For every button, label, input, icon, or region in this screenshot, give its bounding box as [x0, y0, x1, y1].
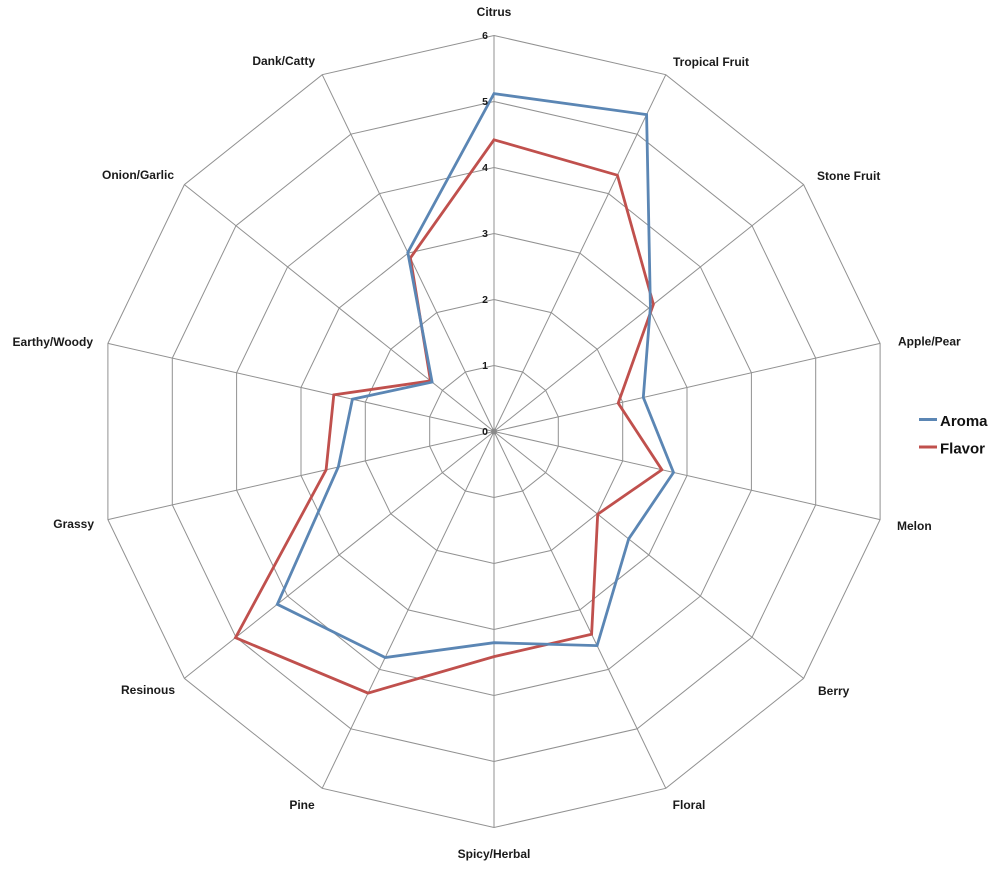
svg-text:Stone Fruit: Stone Fruit	[817, 169, 880, 183]
svg-text:Earthy/Woody: Earthy/Woody	[13, 335, 94, 349]
svg-text:Pine: Pine	[289, 798, 315, 812]
svg-text:3: 3	[482, 228, 488, 240]
svg-text:2: 2	[482, 294, 488, 306]
svg-text:Tropical Fruit: Tropical Fruit	[673, 55, 749, 69]
svg-text:6: 6	[482, 30, 488, 42]
svg-text:Onion/Garlic: Onion/Garlic	[102, 168, 174, 182]
svg-text:Spicy/Herbal: Spicy/Herbal	[458, 847, 531, 861]
svg-text:4: 4	[482, 162, 488, 174]
svg-text:Apple/Pear: Apple/Pear	[898, 335, 961, 349]
svg-text:Dank/Catty: Dank/Catty	[252, 54, 315, 68]
svg-text:0: 0	[482, 426, 488, 438]
svg-text:Flavor: Flavor	[940, 441, 985, 458]
svg-text:Grassy: Grassy	[53, 517, 94, 531]
svg-text:Aroma: Aroma	[940, 413, 988, 430]
svg-text:Melon: Melon	[897, 519, 932, 533]
svg-text:5: 5	[482, 96, 488, 108]
svg-text:Citrus: Citrus	[477, 5, 512, 19]
svg-text:Berry: Berry	[818, 684, 850, 698]
svg-text:Resinous: Resinous	[121, 683, 175, 697]
svg-text:1: 1	[482, 360, 488, 372]
svg-text:Floral: Floral	[673, 798, 706, 812]
